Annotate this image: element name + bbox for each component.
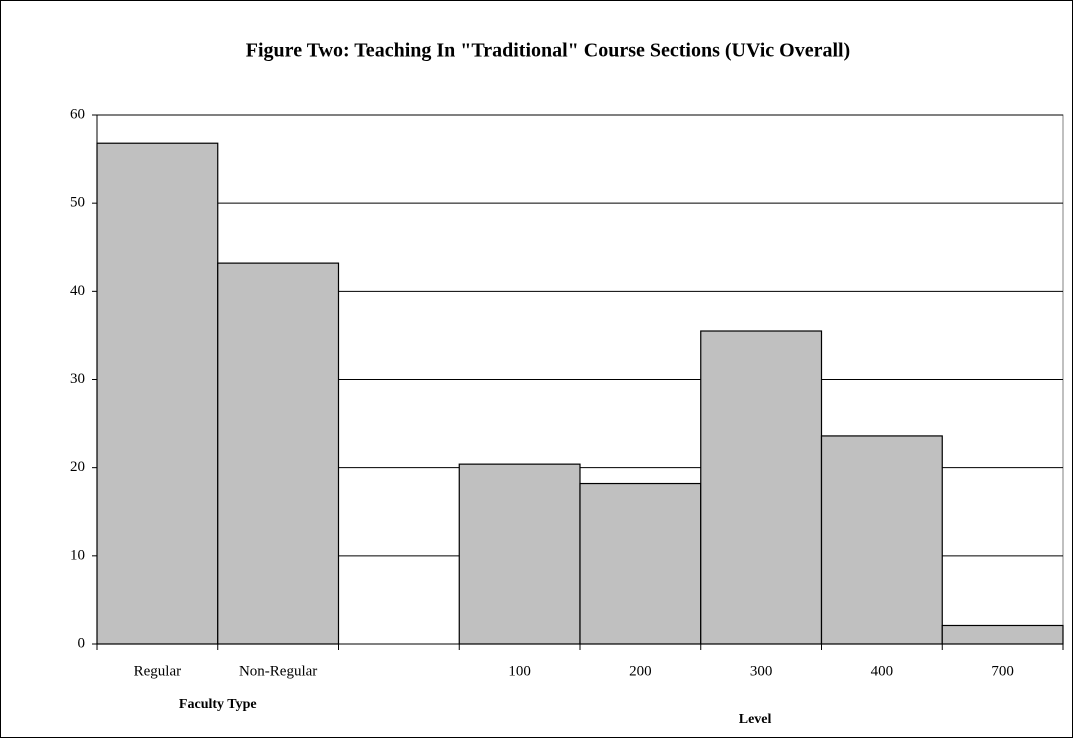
bar: [217, 262, 340, 645]
x-tick-label: Regular: [134, 663, 181, 679]
y-tick-label: 10: [70, 547, 85, 563]
y-tick-label: 30: [70, 371, 85, 387]
x-tick-label: 100: [508, 663, 531, 679]
chart-title: Figure Two: Teaching In "Traditional" Co…: [246, 40, 850, 62]
y-tick-label: 60: [70, 106, 85, 122]
x-tick-label: 300: [750, 663, 773, 679]
x-tick-label: 700: [991, 663, 1014, 679]
y-tick-label: 40: [70, 283, 85, 299]
y-tick-label: 20: [70, 459, 85, 475]
x-tick-label: 200: [629, 663, 652, 679]
bar: [458, 463, 581, 645]
bar: [579, 482, 702, 645]
bar: [96, 142, 219, 645]
group-label: Level: [739, 712, 772, 727]
bar: [700, 330, 823, 645]
x-tick-label: Non-Regular: [239, 663, 317, 679]
bar: [820, 435, 943, 645]
bar: [941, 624, 1064, 645]
y-tick-label: 0: [78, 635, 86, 651]
x-tick-label: 400: [871, 663, 894, 679]
group-label: Faculty Type: [179, 697, 257, 712]
y-tick-label: 50: [70, 195, 85, 211]
